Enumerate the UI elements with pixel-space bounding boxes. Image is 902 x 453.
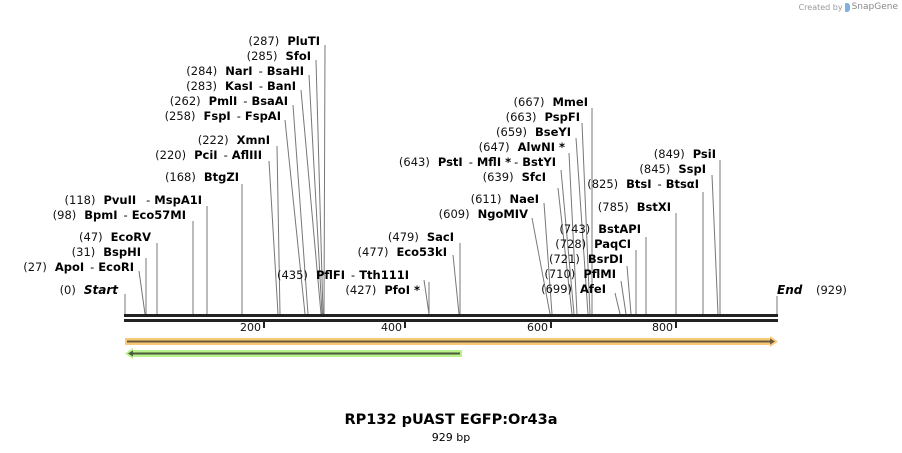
sequence-length: 929 bp xyxy=(431,431,471,444)
end-marker-pos: (929) xyxy=(816,283,847,297)
site-label: (284) NarI - BsaHI xyxy=(186,64,304,78)
site-label: (31) BspHI xyxy=(72,245,141,259)
tick-label: 200 xyxy=(240,321,261,334)
credit-prefix: Created by xyxy=(798,2,843,12)
end-marker-label: End xyxy=(777,283,803,297)
feature-reverse-arrow[interactable] xyxy=(125,348,462,359)
site-label: (258) FspI - FspAI xyxy=(165,109,281,123)
site-label: (27) ApoI - EcoRI xyxy=(23,260,134,274)
site-label: (663) PspFI xyxy=(506,110,580,124)
site-label: (728) PaqCI xyxy=(555,237,631,251)
site-label: (287) PluTI xyxy=(248,34,320,48)
site-label: (222) XmnI xyxy=(198,133,270,147)
site-label: (647) AlwNI * xyxy=(479,140,565,154)
site-label: (285) SfoI xyxy=(247,49,311,63)
tick-label: 800 xyxy=(652,321,673,334)
site-label: (785) BstXI xyxy=(598,200,671,214)
credit-brand: SnapGene xyxy=(851,2,898,12)
ruler-ticks: 200 400 600 800 xyxy=(240,321,677,334)
backbone xyxy=(124,314,778,322)
site-label: (477) Eco53kI xyxy=(358,245,447,259)
site-label: (283) KasI - BanI xyxy=(186,79,296,93)
feature-forward-arrow[interactable] xyxy=(125,336,778,347)
site-label: (47) EcoRV xyxy=(79,230,151,244)
site-label: (168) BtgZI xyxy=(165,170,239,184)
site-label: (845) SspI xyxy=(639,162,706,176)
site-labels: (287) PluTI (285) SfoI (284) NarI - BsaHI (28… xyxy=(23,34,716,297)
site-label: (427) PfoI * xyxy=(345,283,420,297)
site-label: (743) BstAPI xyxy=(559,222,641,236)
site-label: (667) MmeI xyxy=(514,95,588,109)
tick-label: 400 xyxy=(381,321,402,334)
site-connector-lines xyxy=(124,44,778,315)
site-label: (849) PsiI xyxy=(654,147,716,161)
site-label: (435) PflFI - Tth111I xyxy=(277,268,409,282)
site-label: (643) PstI - MflI * - BstYI xyxy=(399,155,556,169)
site-label: (710) PflMI xyxy=(544,267,616,281)
site-label: (118) PvuII - MspA1I xyxy=(65,193,202,207)
site-label: (98) BpmI - Eco57MI xyxy=(53,208,186,222)
site-label: (611) NaeI xyxy=(471,192,539,206)
site-label: (659) BseYI xyxy=(496,125,571,139)
snapgene-credit: Created by SnapGene xyxy=(799,2,898,12)
site-label: (262) PmlI - BsaAI xyxy=(170,94,288,108)
site-label: (825) BtsI - BtsαI xyxy=(587,177,699,191)
start-marker: (0) Start xyxy=(60,283,120,297)
snapgene-logo-icon xyxy=(844,2,850,12)
site-label: (479) SacI xyxy=(388,230,454,244)
tick-label: 600 xyxy=(527,321,548,334)
site-label: (699) AfeI xyxy=(541,282,606,296)
site-label: (609) NgoMIV xyxy=(439,207,528,221)
map-title: RP132 pUAST EGFP:Or43a xyxy=(344,412,558,428)
site-label: (639) SfcI xyxy=(483,170,546,184)
site-label: (721) BsrDI xyxy=(549,252,623,266)
site-label: (220) PciI - AflIII xyxy=(155,148,262,162)
